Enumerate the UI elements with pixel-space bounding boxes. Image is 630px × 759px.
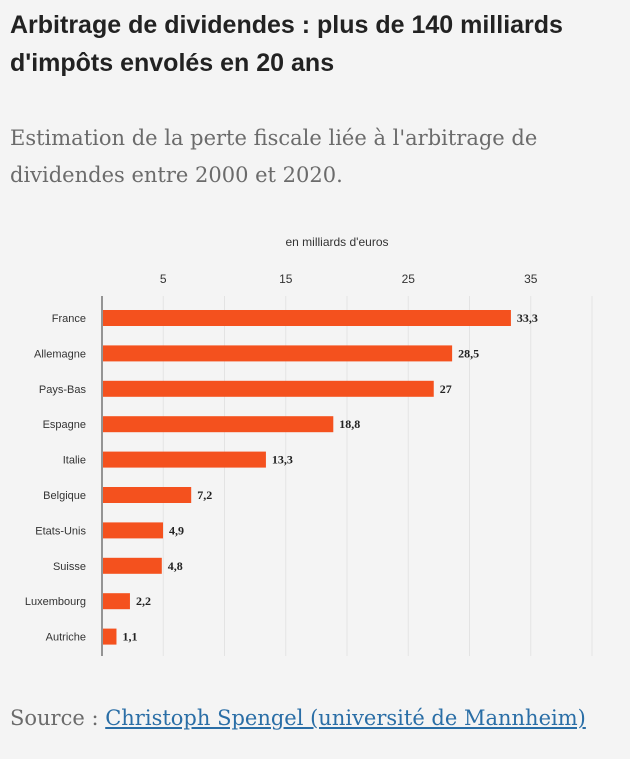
chart-svg: en milliards d'euros 5 15 25 35 France 33,3 All… [25, 235, 593, 656]
bar [103, 557, 162, 574]
bar-chart: en milliards d'euros 5 15 25 35 France 33,3 All… [0, 228, 630, 668]
bar [103, 628, 117, 645]
category-label: Luxembourg [25, 596, 86, 608]
data-label: 1,1 [122, 630, 137, 644]
x-tick-label: 35 [524, 272, 538, 286]
data-label: 28,5 [458, 346, 479, 360]
chart-title: Arbitrage de dividendes : plus de 140 mi… [10, 11, 563, 77]
x-tick-label: 5 [160, 272, 167, 286]
category-label: Espagne [43, 419, 86, 431]
data-label: 7,2 [197, 488, 212, 502]
category-label: Autriche [46, 632, 86, 644]
category-label: Etats-Unis [35, 525, 86, 537]
category-label: Suisse [53, 561, 86, 573]
source-link[interactable]: Christoph Spengel (université de Mannhei… [105, 706, 586, 730]
bar [103, 416, 334, 433]
category-label: Belgique [43, 490, 86, 502]
data-label: 18,8 [339, 417, 360, 431]
bar [103, 380, 434, 397]
category-label: Allemagne [34, 348, 86, 360]
bar [103, 310, 511, 326]
data-label: 33,3 [517, 311, 538, 325]
category-label: Pays-Bas [39, 384, 87, 396]
x-axis-label: en milliards d'euros [285, 235, 388, 249]
bar [103, 522, 164, 539]
x-tick-label: 25 [402, 272, 416, 286]
data-label: 2,2 [136, 594, 151, 608]
x-tick-label: 15 [279, 272, 293, 286]
source-line: Source : Christoph Spengel (université d… [10, 706, 586, 730]
bar [103, 451, 266, 468]
chart-subtitle: Estimation de la perte fiscale liée à l'… [10, 126, 538, 187]
category-label: France [52, 313, 86, 325]
data-label: 27 [440, 382, 452, 396]
bar [103, 345, 453, 362]
data-label: 4,8 [168, 559, 183, 573]
data-label: 13,3 [272, 453, 293, 467]
category-label: Italie [63, 455, 86, 467]
source-prefix: Source : [10, 706, 106, 730]
bar [103, 593, 130, 610]
data-label: 4,9 [169, 523, 184, 537]
bar [103, 487, 192, 503]
